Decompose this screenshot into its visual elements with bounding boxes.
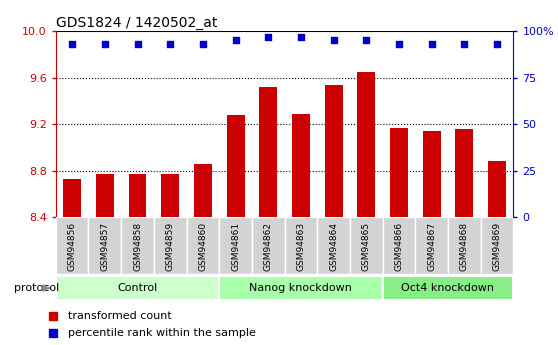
Point bbox=[264, 34, 273, 39]
Text: GSM94866: GSM94866 bbox=[395, 222, 403, 271]
Point bbox=[68, 41, 76, 47]
Bar bbox=[154, 217, 186, 274]
Bar bbox=[455, 129, 473, 217]
Text: Control: Control bbox=[117, 283, 157, 293]
Point bbox=[493, 41, 502, 47]
Text: GSM94864: GSM94864 bbox=[329, 222, 338, 271]
Bar bbox=[422, 131, 441, 217]
Text: GSM94859: GSM94859 bbox=[166, 222, 175, 271]
Bar bbox=[292, 114, 310, 217]
Bar bbox=[285, 217, 318, 274]
Bar bbox=[56, 276, 219, 300]
Bar bbox=[252, 217, 285, 274]
Bar bbox=[390, 128, 408, 217]
Text: Oct4 knockdown: Oct4 knockdown bbox=[402, 283, 494, 293]
Bar bbox=[121, 217, 154, 274]
Text: GSM94867: GSM94867 bbox=[427, 222, 436, 271]
Bar bbox=[350, 217, 383, 274]
Text: GSM94857: GSM94857 bbox=[100, 222, 109, 271]
Bar bbox=[161, 174, 179, 217]
Text: GSM94862: GSM94862 bbox=[264, 222, 273, 271]
Bar bbox=[186, 217, 219, 274]
Point bbox=[427, 41, 436, 47]
Bar bbox=[357, 72, 376, 217]
Bar bbox=[448, 217, 480, 274]
Text: protocol: protocol bbox=[14, 283, 59, 293]
Text: GDS1824 / 1420502_at: GDS1824 / 1420502_at bbox=[56, 16, 217, 30]
Text: GSM94869: GSM94869 bbox=[493, 222, 502, 271]
Point bbox=[199, 41, 208, 47]
Text: Nanog knockdown: Nanog knockdown bbox=[249, 283, 352, 293]
Bar bbox=[56, 217, 89, 274]
Point bbox=[133, 41, 142, 47]
Point bbox=[362, 38, 371, 43]
Text: GSM94865: GSM94865 bbox=[362, 222, 371, 271]
Bar bbox=[219, 217, 252, 274]
Text: GSM94860: GSM94860 bbox=[199, 222, 208, 271]
Point bbox=[166, 41, 175, 47]
Bar bbox=[259, 87, 277, 217]
Bar bbox=[194, 164, 212, 217]
Point bbox=[329, 38, 338, 43]
Text: GSM94868: GSM94868 bbox=[460, 222, 469, 271]
Bar bbox=[96, 174, 114, 217]
Bar bbox=[227, 115, 244, 217]
Point bbox=[460, 41, 469, 47]
Text: GSM94858: GSM94858 bbox=[133, 222, 142, 271]
Text: GSM94861: GSM94861 bbox=[231, 222, 240, 271]
Bar bbox=[325, 85, 343, 217]
Point bbox=[231, 38, 240, 43]
Text: percentile rank within the sample: percentile rank within the sample bbox=[68, 328, 256, 338]
Bar bbox=[63, 179, 81, 217]
Bar bbox=[383, 276, 513, 300]
Point bbox=[395, 41, 403, 47]
Text: GSM94856: GSM94856 bbox=[68, 222, 76, 271]
Bar bbox=[318, 217, 350, 274]
Bar bbox=[128, 174, 147, 217]
Bar bbox=[89, 217, 121, 274]
Point bbox=[100, 41, 109, 47]
Bar bbox=[488, 161, 506, 217]
Bar bbox=[480, 217, 513, 274]
Bar bbox=[219, 276, 383, 300]
Text: GSM94863: GSM94863 bbox=[296, 222, 305, 271]
Bar bbox=[383, 217, 415, 274]
Text: transformed count: transformed count bbox=[68, 311, 172, 321]
Bar bbox=[415, 217, 448, 274]
Point bbox=[296, 34, 305, 39]
